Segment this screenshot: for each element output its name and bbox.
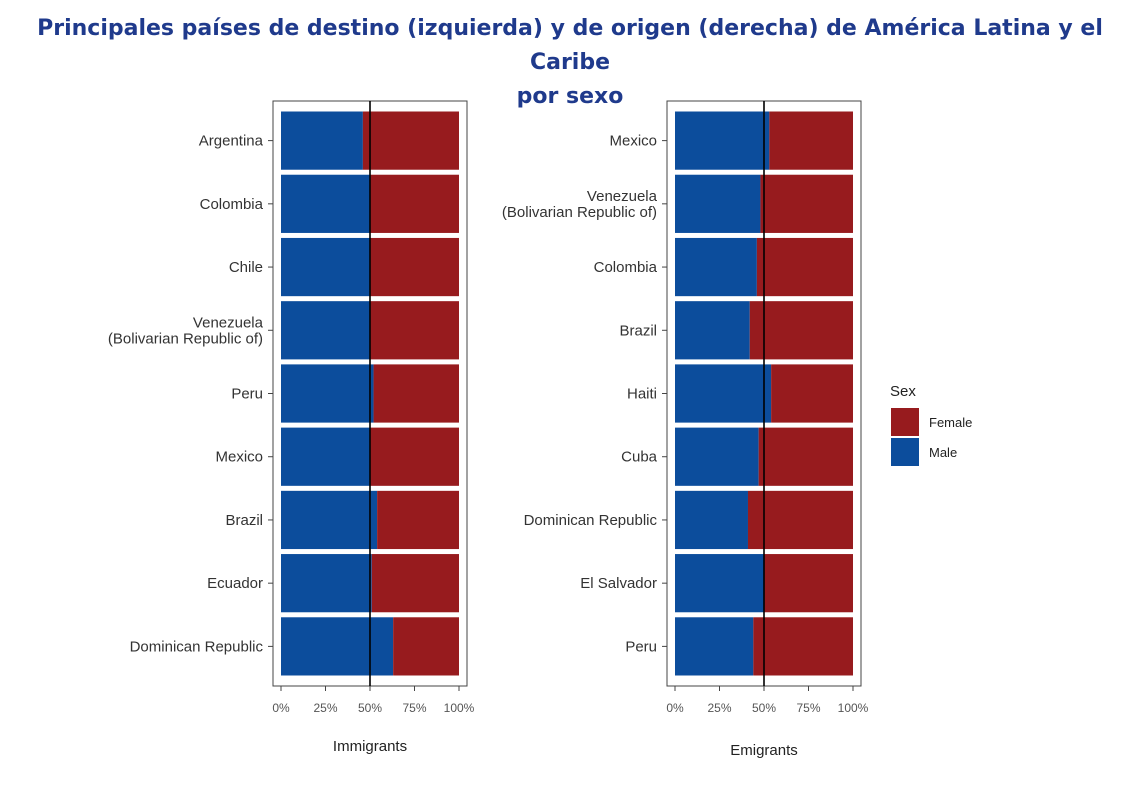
legend-swatch-female xyxy=(891,408,919,436)
y-tick-label: Peru xyxy=(231,386,263,403)
bar-female-3 xyxy=(370,237,459,297)
bar-male-7 xyxy=(675,490,748,550)
legend-label-female: Female xyxy=(929,415,972,430)
legend-title: Sex xyxy=(890,383,916,400)
y-tick-label-line: Argentina xyxy=(199,133,264,150)
bar-male-1 xyxy=(675,111,770,170)
bar-female-3 xyxy=(756,237,853,297)
y-tick-label: Cuba xyxy=(621,449,658,466)
y-tick-label: Colombia xyxy=(594,259,658,276)
y-tick-label: Venezuela (Bolivarian Republic of) xyxy=(108,314,264,347)
y-tick-label: Chile xyxy=(229,259,263,276)
bar-male-2 xyxy=(281,174,370,233)
bar-female-9 xyxy=(753,617,853,676)
y-tick-label: Haiti xyxy=(627,386,657,403)
y-tick-label-line: Brazil xyxy=(619,322,657,339)
x-tick-label: 25% xyxy=(313,701,337,715)
y-tick-label: Ecuador xyxy=(207,575,263,592)
y-tick-label-line: (Bolivarian Republic of) xyxy=(502,204,657,221)
y-tick-label-line: Mexico xyxy=(609,133,657,150)
legend-label-male: Male xyxy=(929,445,957,460)
bar-male-9 xyxy=(675,617,754,676)
bar-female-9 xyxy=(393,617,459,676)
y-tick-label: Mexico xyxy=(609,133,657,150)
y-tick-label: Colombia xyxy=(200,196,264,213)
bar-male-6 xyxy=(281,427,370,486)
y-tick-label-line: Dominican Republic xyxy=(130,638,264,655)
x-axis-title: Immigrants xyxy=(333,738,407,755)
bar-female-1 xyxy=(769,111,853,170)
y-tick-label: Mexico xyxy=(215,449,263,466)
x-tick-label: 50% xyxy=(358,701,382,715)
y-tick-label-line: El Salvador xyxy=(580,575,657,592)
bar-male-5 xyxy=(281,364,374,423)
bar-male-4 xyxy=(675,301,750,360)
bar-male-7 xyxy=(281,490,378,550)
bar-male-6 xyxy=(675,427,759,486)
y-tick-label: Dominican Republic xyxy=(524,512,658,529)
bar-female-6 xyxy=(370,427,459,486)
chart-title: Principales países de destino (izquierda… xyxy=(30,12,1110,114)
bar-female-8 xyxy=(371,554,459,613)
bar-female-7 xyxy=(747,490,853,550)
bar-female-4 xyxy=(749,301,853,360)
x-tick-label: 0% xyxy=(666,701,684,715)
x-tick-label: 75% xyxy=(796,701,820,715)
bar-male-4 xyxy=(281,301,370,360)
y-tick-label-line: Colombia xyxy=(200,196,264,213)
y-tick-label-line: Mexico xyxy=(215,449,263,466)
y-tick-label-line: Peru xyxy=(625,638,657,655)
bar-male-2 xyxy=(675,174,761,233)
y-tick-label: Brazil xyxy=(619,322,657,339)
y-tick-label-line: Peru xyxy=(231,386,263,403)
y-tick-label-line: Venezuela xyxy=(193,314,264,331)
x-tick-label: 75% xyxy=(402,701,426,715)
y-tick-label-line: Chile xyxy=(229,259,263,276)
y-tick-label-line: Brazil xyxy=(225,512,263,529)
y-tick-label: Peru xyxy=(625,638,657,655)
bar-female-2 xyxy=(370,174,459,233)
y-tick-label-line: Dominican Republic xyxy=(524,512,658,529)
bar-female-5 xyxy=(771,364,853,423)
y-tick-label: Venezuela (Bolivarian Republic of) xyxy=(502,188,658,221)
y-tick-label-line: Cuba xyxy=(621,449,658,466)
bar-male-3 xyxy=(281,237,370,297)
x-tick-label: 100% xyxy=(838,701,869,715)
y-tick-label-line: Ecuador xyxy=(207,575,263,592)
bar-female-2 xyxy=(760,174,853,233)
bar-male-8 xyxy=(675,554,764,613)
y-tick-label: Argentina xyxy=(199,133,264,150)
bar-male-1 xyxy=(281,111,363,170)
y-tick-label-line: Colombia xyxy=(594,259,658,276)
bar-female-8 xyxy=(764,554,853,613)
x-axis-title: Emigrants xyxy=(730,742,798,759)
bar-female-5 xyxy=(373,364,459,423)
chart-panel-2: Mexico Venezuela (Bolivarian Republic of) C… xyxy=(502,100,869,759)
chart-title-line-2: por sexo xyxy=(516,84,624,109)
legend: Sex Female Male xyxy=(890,383,972,466)
bar-female-4 xyxy=(370,301,459,360)
bar-male-5 xyxy=(675,364,772,423)
legend-swatch-male xyxy=(891,438,919,466)
x-tick-label: 100% xyxy=(444,701,475,715)
y-tick-label-line: Haiti xyxy=(627,386,657,403)
y-tick-label-line: (Bolivarian Republic of) xyxy=(108,330,263,347)
y-tick-label: El Salvador xyxy=(580,575,657,592)
y-tick-label: Dominican Republic xyxy=(130,638,264,655)
bar-female-7 xyxy=(377,490,459,550)
bar-female-1 xyxy=(362,111,459,170)
chart-panel-1: Argentina Colombia Chile Venezuela (Bolivari… xyxy=(108,100,475,755)
bar-male-8 xyxy=(281,554,372,613)
bar-female-6 xyxy=(758,427,853,486)
bar-male-3 xyxy=(675,237,757,297)
chart-title-line-1: Principales países de destino (izquierda… xyxy=(37,16,1103,75)
x-tick-label: 25% xyxy=(707,701,731,715)
x-tick-label: 50% xyxy=(752,701,776,715)
y-tick-label-line: Venezuela xyxy=(587,188,658,205)
x-tick-label: 0% xyxy=(272,701,290,715)
y-tick-label: Brazil xyxy=(225,512,263,529)
bar-male-9 xyxy=(281,617,394,676)
